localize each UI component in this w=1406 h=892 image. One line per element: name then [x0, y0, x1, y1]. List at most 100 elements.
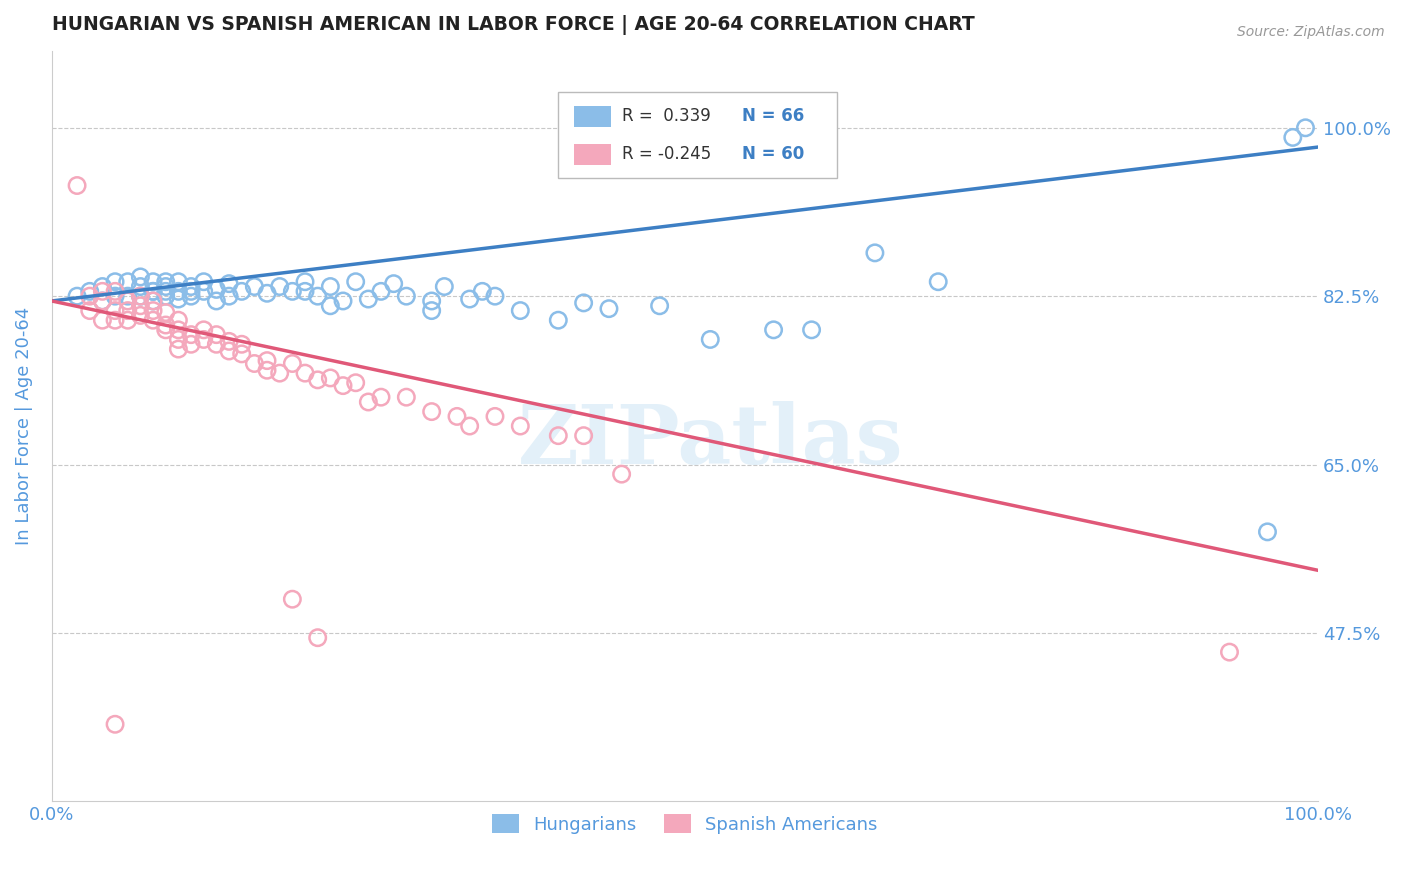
Point: [484, 289, 506, 303]
Point: [281, 357, 304, 371]
Point: [598, 301, 620, 316]
Point: [129, 299, 152, 313]
Text: N = 66: N = 66: [742, 107, 804, 125]
Point: [91, 279, 114, 293]
Point: [572, 428, 595, 442]
Point: [307, 289, 329, 303]
Point: [117, 303, 139, 318]
Point: [142, 313, 165, 327]
Point: [79, 289, 101, 303]
Text: R =  0.339: R = 0.339: [621, 107, 710, 125]
Point: [142, 303, 165, 318]
Point: [357, 395, 380, 409]
Point: [294, 285, 316, 299]
Point: [281, 285, 304, 299]
Point: [104, 303, 127, 318]
Point: [1218, 645, 1240, 659]
Point: [420, 303, 443, 318]
FancyBboxPatch shape: [558, 92, 837, 178]
Point: [193, 285, 215, 299]
Point: [104, 313, 127, 327]
Point: [193, 323, 215, 337]
Point: [142, 285, 165, 299]
Point: [231, 347, 253, 361]
Point: [91, 293, 114, 308]
Point: [648, 299, 671, 313]
Point: [129, 289, 152, 303]
Point: [155, 305, 177, 319]
Point: [863, 245, 886, 260]
Legend: Hungarians, Spanish Americans: Hungarians, Spanish Americans: [485, 807, 884, 841]
Point: [319, 371, 342, 385]
Point: [104, 289, 127, 303]
Point: [218, 277, 240, 291]
Point: [484, 409, 506, 424]
Point: [129, 269, 152, 284]
Point: [167, 313, 190, 327]
Point: [218, 289, 240, 303]
Point: [193, 333, 215, 347]
Point: [256, 363, 278, 377]
Point: [205, 282, 228, 296]
Bar: [574, 106, 612, 127]
Point: [167, 323, 190, 337]
Point: [1256, 524, 1278, 539]
Point: [1295, 120, 1317, 135]
Point: [79, 285, 101, 299]
Point: [610, 467, 633, 482]
Point: [458, 419, 481, 434]
Point: [243, 279, 266, 293]
Point: [332, 293, 354, 308]
Point: [142, 275, 165, 289]
Point: [104, 285, 127, 299]
Point: [471, 285, 494, 299]
Point: [129, 309, 152, 323]
Point: [180, 289, 202, 303]
Point: [509, 419, 531, 434]
Point: [319, 299, 342, 313]
Text: Source: ZipAtlas.com: Source: ZipAtlas.com: [1237, 25, 1385, 39]
Point: [458, 292, 481, 306]
Text: N = 60: N = 60: [742, 145, 804, 163]
Point: [155, 275, 177, 289]
Point: [155, 279, 177, 293]
Text: R = -0.245: R = -0.245: [621, 145, 711, 163]
Point: [256, 286, 278, 301]
Point: [129, 289, 152, 303]
Point: [927, 275, 949, 289]
Bar: [574, 144, 612, 165]
Point: [167, 342, 190, 356]
Point: [117, 275, 139, 289]
Point: [129, 279, 152, 293]
Point: [104, 717, 127, 731]
Point: [167, 292, 190, 306]
Point: [547, 313, 569, 327]
Point: [117, 289, 139, 303]
Point: [91, 313, 114, 327]
Point: [205, 337, 228, 351]
Point: [294, 275, 316, 289]
Point: [205, 293, 228, 308]
Point: [193, 275, 215, 289]
Point: [395, 390, 418, 404]
Point: [155, 285, 177, 299]
Point: [307, 631, 329, 645]
Point: [180, 279, 202, 293]
Point: [218, 334, 240, 349]
Point: [256, 353, 278, 368]
Point: [205, 327, 228, 342]
Point: [104, 275, 127, 289]
Point: [420, 293, 443, 308]
Point: [319, 279, 342, 293]
Point: [281, 592, 304, 607]
Point: [357, 292, 380, 306]
Point: [547, 428, 569, 442]
Point: [370, 285, 392, 299]
Point: [762, 323, 785, 337]
Point: [218, 343, 240, 358]
Text: ZIPatlas: ZIPatlas: [517, 401, 903, 481]
Point: [269, 366, 291, 380]
Point: [180, 327, 202, 342]
Point: [66, 289, 89, 303]
Point: [66, 178, 89, 193]
